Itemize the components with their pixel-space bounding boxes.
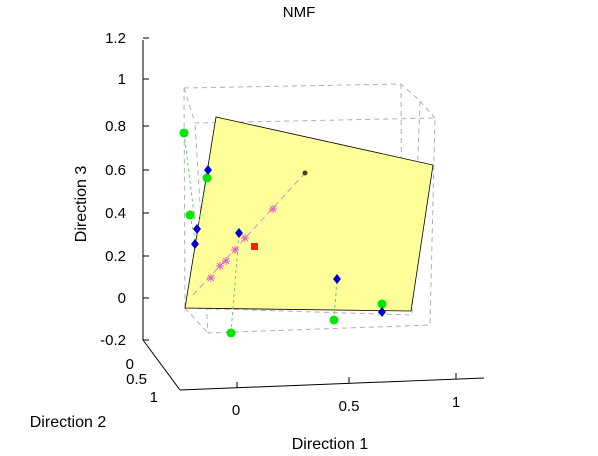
green-point xyxy=(185,210,195,220)
x-tick-label: 1 xyxy=(452,394,460,411)
green-point xyxy=(329,315,339,325)
x-tick-labels: 0 0.5 1 xyxy=(232,394,460,419)
green-point xyxy=(377,299,387,309)
blue-points xyxy=(191,165,386,317)
y-tick-label: 1 xyxy=(150,389,158,406)
green-point xyxy=(226,328,236,338)
star-point xyxy=(222,257,230,265)
chart-title: NMF xyxy=(283,4,316,21)
x-ticks xyxy=(236,373,457,388)
mean-point xyxy=(251,243,258,250)
projection-plane xyxy=(184,116,434,312)
blue-point xyxy=(378,307,386,317)
z-tick-label: 0 xyxy=(118,290,126,307)
z-tick-label: 0.8 xyxy=(105,118,126,135)
x-axis-label: Direction 1 xyxy=(292,436,369,453)
z-tick-label: 0.4 xyxy=(105,205,126,222)
y-axis-line xyxy=(142,339,181,391)
dark-point xyxy=(302,170,308,176)
z-tick-label: -0.2 xyxy=(100,332,126,349)
z-tick-labels: 1.2 1 0.8 0.6 0.4 0.2 0 -0.2 xyxy=(100,30,126,349)
green-point xyxy=(202,173,212,183)
x-axis-line xyxy=(179,377,485,391)
green-point xyxy=(179,128,189,138)
z-ticks xyxy=(143,37,149,341)
y-tick-labels: 0 0.5 1 xyxy=(126,356,158,406)
blue-point xyxy=(333,274,341,284)
blue-point xyxy=(235,228,243,238)
y-tick-label: 0.5 xyxy=(126,371,147,388)
z-tick-label: 0.2 xyxy=(105,248,126,265)
z-tick-label: 1.2 xyxy=(105,30,126,47)
blue-point xyxy=(191,239,199,249)
z-tick-label: 0.6 xyxy=(105,162,126,179)
y-axis-label: Direction 2 xyxy=(30,414,107,431)
star-point xyxy=(241,234,249,242)
x-tick-label: 0 xyxy=(232,402,240,419)
green-points xyxy=(179,128,387,338)
z-tick-label: 1 xyxy=(118,71,126,88)
y-tick-label: 0 xyxy=(126,356,134,373)
star-point xyxy=(231,246,239,254)
star-point xyxy=(207,274,215,282)
star-point xyxy=(216,262,224,270)
principal-axis-line xyxy=(192,172,306,296)
z-axis-label: Direction 3 xyxy=(73,166,90,243)
x-tick-label: 0.5 xyxy=(339,398,360,415)
blue-point xyxy=(204,165,212,175)
star-point xyxy=(269,205,277,213)
star-points xyxy=(207,205,277,282)
blue-point xyxy=(193,224,201,234)
